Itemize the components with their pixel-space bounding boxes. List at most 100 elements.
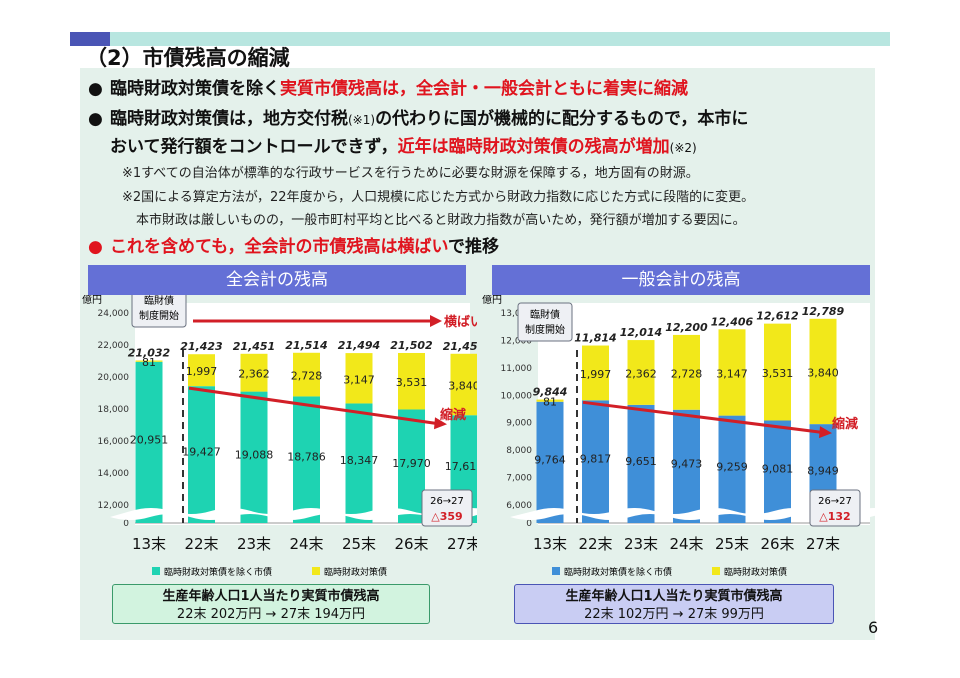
x-tick-label: 24末 xyxy=(669,535,703,553)
legend-swatch-rinzai xyxy=(712,567,720,575)
legend-swatch-base xyxy=(152,567,160,575)
bullet-2-note-ref-2: (※2) xyxy=(669,141,697,155)
data-label-total: 21,451 xyxy=(443,340,477,353)
axis-break xyxy=(510,508,875,520)
bar-rinzai xyxy=(345,353,373,404)
data-label-total: 21,423 xyxy=(180,340,223,353)
bullet-dot-icon: ● xyxy=(88,237,103,257)
bar-rinzai xyxy=(293,352,320,397)
x-tick-label: 26末 xyxy=(394,535,428,553)
bar-base xyxy=(718,415,746,523)
bar-base xyxy=(345,403,373,523)
data-label-rinzai: 3,147 xyxy=(716,367,748,380)
y-tick-label: 13,000 xyxy=(501,309,533,319)
data-label-total: 12,612 xyxy=(756,310,799,323)
reduce-arrow-head xyxy=(819,426,832,439)
data-label-base: 8,949 xyxy=(807,465,839,478)
bar-rinzai xyxy=(582,345,609,401)
data-label-rinzai: 2,362 xyxy=(238,368,270,381)
y-tick-label: 0 xyxy=(526,519,532,529)
data-label-base: 17,970 xyxy=(392,457,431,470)
bar-rinzai xyxy=(627,340,655,405)
chart-1-footer-line2: 22末 202万円 → 27末 194万円 xyxy=(176,607,366,622)
bar-rinzai xyxy=(398,352,425,410)
x-tick-label: 24末 xyxy=(289,535,323,553)
bullet-dot-icon: ● xyxy=(88,79,103,99)
data-label-rinzai: 3,531 xyxy=(396,376,428,389)
data-label-total: 21,502 xyxy=(390,339,433,352)
bar-base xyxy=(188,386,215,523)
reduce-arrow-head xyxy=(434,417,447,430)
bar-base xyxy=(240,391,268,523)
page-title: （2）市債残高の縮減 xyxy=(86,46,290,70)
data-label-base: 17,611 xyxy=(445,460,477,473)
x-tick-label: 27末 xyxy=(447,535,477,553)
y-tick-label: 7,000 xyxy=(506,474,532,484)
reduce-trend-label: 縮減 xyxy=(440,407,466,423)
data-label-base: 9,473 xyxy=(671,457,703,470)
chart-2-title: 一般会計の残高 xyxy=(492,265,870,295)
y-tick-label: 10,000 xyxy=(501,391,533,401)
chart-1-title: 全会計の残高 xyxy=(88,265,466,295)
data-label-base: 20,951 xyxy=(130,433,169,446)
y-tick-label: 6,000 xyxy=(506,501,532,511)
change-callout xyxy=(809,489,861,527)
data-label-base: 19,427 xyxy=(182,446,221,459)
bullet-2: ● 臨時財政対策債は，地方交付税(※1)の代わりに国が機械的に配分するもので，本市… xyxy=(88,104,748,129)
change-value-label: △359 xyxy=(431,510,462,523)
page-number: 6 xyxy=(868,618,879,637)
bar-rinzai xyxy=(764,323,791,421)
data-label-total: 21,451 xyxy=(233,340,275,353)
bar-base xyxy=(764,420,791,523)
flat-trend-label: 横ばい xyxy=(444,314,477,330)
data-label-base: 9,651 xyxy=(625,455,657,468)
system-start-label: 臨財債 xyxy=(530,308,560,321)
chart-2-footer-line2: 22末 102万円 → 27末 99万円 xyxy=(584,607,764,622)
data-label-total: 9,844 xyxy=(533,386,568,399)
bar-rinzai xyxy=(240,353,268,392)
y-tick-label: 14,000 xyxy=(98,469,130,479)
bar-rinzai xyxy=(809,318,837,425)
bullet-3: ● これを含めても，全会計の市債残高は横ばいで推移 xyxy=(88,232,499,257)
y-tick-label: 9,000 xyxy=(506,419,532,429)
x-tick-label: 23末 xyxy=(237,535,271,553)
data-label-total: 11,814 xyxy=(574,332,616,345)
bullet-2-note-ref: (※1) xyxy=(348,113,376,127)
data-label-rinzai: 1,997 xyxy=(580,368,612,381)
y-tick-label: 8,000 xyxy=(506,446,532,456)
bullet-2-cont: おいて発行額をコントロールできず，近年は臨時財政対策債の残高が増加(※2) xyxy=(110,132,697,157)
reduce-trend-arrow xyxy=(582,400,821,434)
header-band xyxy=(70,32,890,46)
data-label-base: 9,817 xyxy=(580,453,612,466)
change-callout xyxy=(421,489,473,527)
data-label-base: 19,088 xyxy=(235,448,274,461)
chart-2-footer-line1: 生産年齢人口1人当たり実質市債残高 xyxy=(565,589,783,604)
data-label-total: 12,014 xyxy=(620,326,662,339)
x-tick-label: 13末 xyxy=(533,535,567,553)
data-label-total: 12,406 xyxy=(711,315,754,328)
bar-base xyxy=(582,400,609,523)
bullet-2-text-b: の代わりに国が機械的に配分するもので，本市に xyxy=(375,109,749,129)
x-tick-label: 25末 xyxy=(342,535,376,553)
bar-rinzai xyxy=(450,353,477,416)
chart-2-footer: 生産年齢人口1人当たり実質市債残高 22末 102万円 → 27末 99万円 xyxy=(514,584,834,624)
bar-base xyxy=(673,409,700,523)
charts-panel: 全会計の残高 一般会計の残高 億円 0 12,000 14,000 16,000 18,0… xyxy=(80,262,875,640)
data-label-base: 18,347 xyxy=(340,454,379,467)
y-tick-label: 20,000 xyxy=(98,373,130,383)
data-label-base: 9,764 xyxy=(534,453,566,466)
y-tick-label: 22,000 xyxy=(98,341,130,351)
footnote-2-cont: 本市財政は厳しいものの，一般市町村平均と比べると財政力指数が高いため，発行額が増… xyxy=(136,213,746,228)
bar-rinzai xyxy=(673,334,700,410)
axis-break xyxy=(110,508,477,520)
bullet-3-text: で推移 xyxy=(447,237,499,257)
bullet-2-highlight: 近年は臨時財政対策債の残高が増加 xyxy=(397,137,670,157)
data-label-total: 21,514 xyxy=(285,339,327,352)
bullet-1-highlight: 実質市債残高は，全会計・一般会計ともに着実に縮減 xyxy=(280,79,688,99)
bar-rinzai xyxy=(718,329,746,416)
change-period-label: 26→27 xyxy=(818,496,852,507)
data-label-rinzai: 2,362 xyxy=(625,367,657,380)
x-tick-label: 27末 xyxy=(806,535,840,553)
bullet-dot-icon: ● xyxy=(88,109,103,129)
y-tick-label: 16,000 xyxy=(98,437,130,447)
